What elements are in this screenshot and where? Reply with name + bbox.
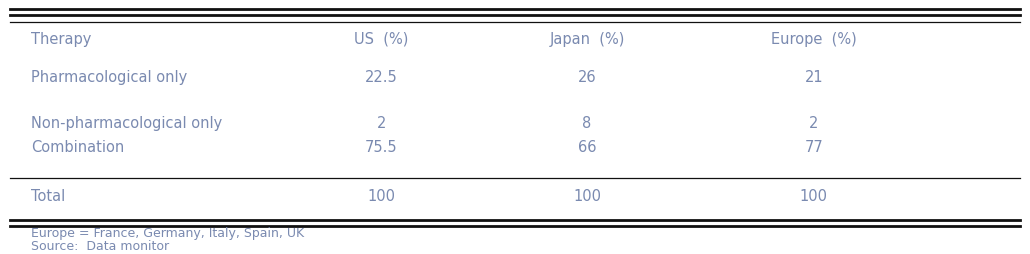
Text: Europe  (%): Europe (%) (770, 32, 857, 47)
Text: 2: 2 (809, 116, 819, 131)
Text: US  (%): US (%) (354, 32, 408, 47)
Text: Total: Total (31, 189, 65, 204)
Text: 100: 100 (367, 189, 396, 204)
Text: Europe = France, Germany, Italy, Spain, UK: Europe = France, Germany, Italy, Spain, … (31, 227, 304, 240)
Text: 26: 26 (578, 70, 596, 85)
Text: 77: 77 (804, 140, 823, 155)
Text: 22.5: 22.5 (365, 70, 398, 85)
Text: Combination: Combination (31, 140, 125, 155)
Text: 66: 66 (578, 140, 596, 155)
Text: Non-pharmacological only: Non-pharmacological only (31, 116, 222, 131)
Text: 2: 2 (376, 116, 386, 131)
Text: Pharmacological only: Pharmacological only (31, 70, 187, 85)
Text: 75.5: 75.5 (365, 140, 398, 155)
Text: Source:  Data monitor: Source: Data monitor (31, 240, 169, 253)
Text: 100: 100 (573, 189, 602, 204)
Text: Japan  (%): Japan (%) (549, 32, 625, 47)
Text: 8: 8 (583, 116, 591, 131)
Text: 21: 21 (804, 70, 823, 85)
Text: 100: 100 (799, 189, 828, 204)
Text: Therapy: Therapy (31, 32, 92, 47)
